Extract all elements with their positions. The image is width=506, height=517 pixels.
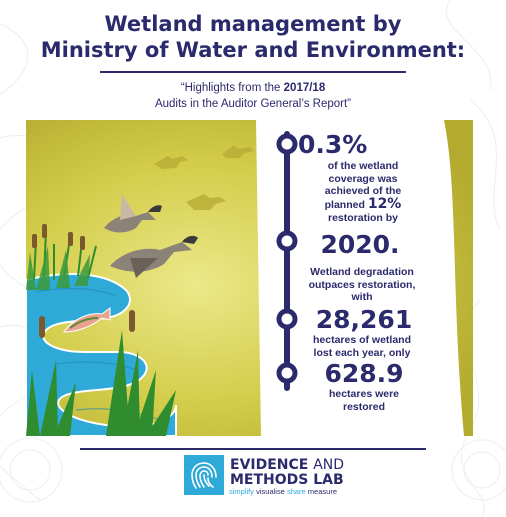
fact-3-line-2: lost each year, only	[313, 346, 411, 359]
fact-2-line-3: with	[351, 291, 373, 303]
subtitle-line-2: Audits in the Auditor General’s Report”	[154, 98, 352, 110]
fact-2-line-2: outpaces restoration,	[308, 278, 416, 291]
fact-4-text: hectares were restored	[304, 388, 424, 413]
logo-mark	[184, 455, 224, 495]
goose-icon-large	[110, 235, 198, 278]
fish-icon	[63, 307, 111, 333]
tag-share: share	[286, 487, 306, 496]
logo-name-line-2: METHODS LAB	[230, 472, 344, 488]
fact-3-line-1: hectares of wetland	[312, 334, 412, 346]
foreground-grass	[26, 330, 176, 436]
stat-28261: 28,261	[315, 305, 413, 334]
distant-geese	[154, 145, 254, 210]
title-divider	[100, 71, 406, 73]
stat-2020: 2020.	[320, 230, 400, 259]
footer-divider	[80, 448, 426, 450]
planned-label: planned	[324, 198, 365, 211]
subtitle-year: 2017/18	[283, 82, 326, 94]
tag-simplify: simplify	[229, 487, 255, 496]
tag-visualise: visualise	[256, 487, 285, 496]
stat-0-3-percent: 0.3%	[298, 130, 368, 159]
fact-1-line-2: coverage was	[328, 172, 398, 185]
fingerprint-icon	[191, 462, 217, 489]
fact-1-line-1: of the wetland	[327, 160, 399, 172]
stat-628-9: 628.9	[324, 359, 404, 388]
cattail-icon	[32, 224, 135, 338]
fact-4-line-2: restored	[342, 400, 385, 413]
fact-1-line-3: achieved of the	[324, 185, 402, 197]
tag-measure: measure	[307, 487, 338, 496]
logo-tagline: simplify visualise share measure	[229, 487, 337, 496]
logo-and: AND	[313, 457, 345, 473]
fact-3-text: hectares of wetland lost each year, only	[294, 334, 430, 359]
goose-icon	[104, 194, 162, 233]
fact-2-text: Wetland degradation outpaces restoration…	[292, 266, 432, 304]
title-line-2: Ministry of Water and Environment:	[40, 38, 466, 62]
timeline-node-icon	[276, 133, 298, 384]
background-grass	[26, 246, 90, 290]
fact-1-line-5: restoration by	[327, 211, 398, 224]
fact-4-line-1: hectares were	[328, 388, 400, 400]
title-line-1: Wetland management by	[104, 12, 402, 36]
subtitle-prefix: “Highlights from the	[180, 82, 284, 94]
wetland-illustration	[26, 120, 473, 436]
text-panel	[256, 120, 464, 436]
water-stream	[26, 273, 177, 436]
subtitle-line-1: “Highlights from the 2017/18	[0, 80, 506, 96]
logo-name-line-1: EVIDENCE AND	[230, 458, 344, 473]
fact-1-text: of the wetland coverage was achieved of …	[300, 160, 426, 224]
stat-12-percent: 12%	[367, 195, 402, 212]
fact-1-line-4: planned 12%	[300, 195, 426, 212]
fact-2-line-1: Wetland degradation	[310, 266, 414, 278]
logo-evidence: EVIDENCE	[230, 457, 309, 473]
